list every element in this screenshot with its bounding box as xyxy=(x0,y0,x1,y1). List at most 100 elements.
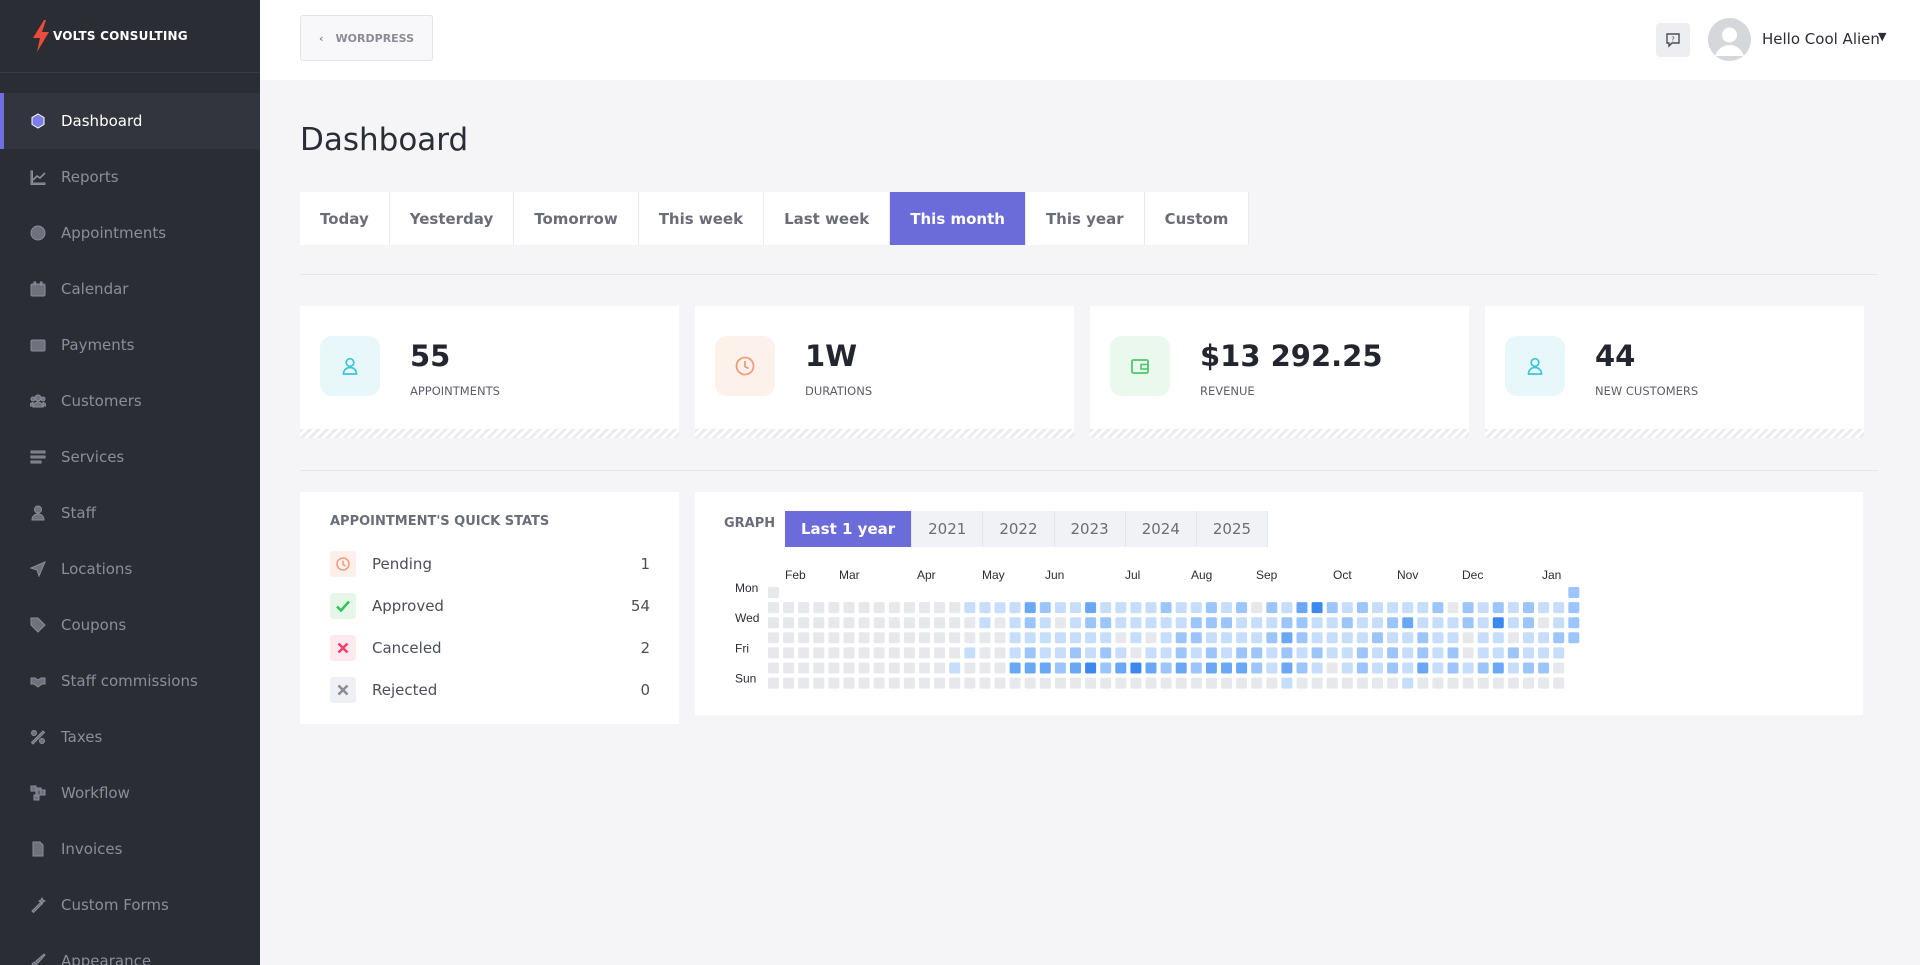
heatmap-cell[interactable] xyxy=(1175,602,1187,614)
sidebar-item-dashboard[interactable]: Dashboard xyxy=(0,93,260,149)
heatmap-cell[interactable] xyxy=(1492,662,1504,674)
heatmap-cell[interactable] xyxy=(1009,602,1021,614)
heatmap-cell[interactable] xyxy=(1205,647,1217,659)
heatmap-cell[interactable] xyxy=(1145,632,1157,644)
heatmap-cell[interactable] xyxy=(1477,617,1489,629)
sidebar-item-staff-commissions[interactable]: Staff commissions xyxy=(0,653,260,709)
heatmap-cell[interactable] xyxy=(919,662,930,674)
heatmap-cell[interactable] xyxy=(768,632,779,644)
heatmap-cell[interactable] xyxy=(1130,662,1142,674)
heatmap-cell[interactable] xyxy=(1523,602,1534,614)
heatmap-cell[interactable] xyxy=(1221,602,1232,614)
heatmap-cell[interactable] xyxy=(828,662,840,674)
heatmap-cell[interactable] xyxy=(813,617,825,629)
heatmap-cell[interactable] xyxy=(964,632,976,644)
heatmap-cell[interactable] xyxy=(1190,632,1202,644)
tab-custom[interactable]: Custom xyxy=(1145,192,1250,245)
heatmap-cell[interactable] xyxy=(873,632,885,644)
heatmap-cell[interactable] xyxy=(768,662,779,674)
heatmap-cell[interactable] xyxy=(1175,677,1187,689)
heatmap-cell[interactable] xyxy=(843,632,855,644)
brand-logo[interactable]: VOLTS CONSULTING xyxy=(0,0,260,73)
heatmap-cell[interactable] xyxy=(1251,602,1263,614)
heatmap-cell[interactable] xyxy=(1523,647,1534,659)
heatmap-cell[interactable] xyxy=(1160,617,1172,629)
heatmap-cell[interactable] xyxy=(1100,647,1112,659)
heatmap-cell[interactable] xyxy=(873,617,885,629)
year-tab-last-1-year[interactable]: Last 1 year xyxy=(785,511,913,547)
heatmap-cell[interactable] xyxy=(1115,662,1127,674)
heatmap-cell[interactable] xyxy=(949,617,961,629)
heatmap-cell[interactable] xyxy=(1236,602,1248,614)
heatmap-cell[interactable] xyxy=(919,632,930,644)
heatmap-cell[interactable] xyxy=(798,677,810,689)
heatmap-cell[interactable] xyxy=(1417,632,1429,644)
heatmap-cell[interactable] xyxy=(1251,632,1263,644)
heatmap-cell[interactable] xyxy=(1085,662,1097,674)
heatmap-cell[interactable] xyxy=(1538,677,1550,689)
heatmap-cell[interactable] xyxy=(798,617,810,629)
heatmap-cell[interactable] xyxy=(979,602,991,614)
heatmap-cell[interactable] xyxy=(1477,602,1489,614)
heatmap-cell[interactable] xyxy=(949,662,961,674)
sidebar-item-payments[interactable]: Payments xyxy=(0,317,260,373)
heatmap-cell[interactable] xyxy=(1492,602,1504,614)
heatmap-cell[interactable] xyxy=(1070,617,1081,629)
heatmap-cell[interactable] xyxy=(1432,662,1444,674)
heatmap-cell[interactable] xyxy=(1356,647,1368,659)
heatmap-cell[interactable] xyxy=(1492,647,1504,659)
heatmap-cell[interactable] xyxy=(768,587,779,598)
heatmap-cell[interactable] xyxy=(1372,617,1383,629)
heatmap-cell[interactable] xyxy=(1205,677,1217,689)
heatmap-cell[interactable] xyxy=(1553,632,1565,644)
heatmap-cell[interactable] xyxy=(1009,632,1021,644)
heatmap-cell[interactable] xyxy=(783,602,795,614)
heatmap-cell[interactable] xyxy=(843,602,855,614)
heatmap-cell[interactable] xyxy=(903,602,915,614)
heatmap-cell[interactable] xyxy=(1266,647,1278,659)
tab-this-year[interactable]: This year xyxy=(1026,192,1145,245)
heatmap-cell[interactable] xyxy=(1568,632,1580,644)
heatmap-cell[interactable] xyxy=(1477,632,1489,644)
heatmap-cell[interactable] xyxy=(888,617,900,629)
heatmap-cell[interactable] xyxy=(1190,602,1202,614)
heatmap-cell[interactable] xyxy=(1372,632,1383,644)
heatmap-cell[interactable] xyxy=(903,662,915,674)
heatmap-cell[interactable] xyxy=(1054,602,1066,614)
heatmap-cell[interactable] xyxy=(1356,677,1368,689)
heatmap-cell[interactable] xyxy=(1190,647,1202,659)
heatmap-cell[interactable] xyxy=(798,662,810,674)
heatmap-cell[interactable] xyxy=(1387,677,1399,689)
heatmap-cell[interactable] xyxy=(1462,602,1474,614)
heatmap-cell[interactable] xyxy=(1553,662,1565,674)
heatmap-cell[interactable] xyxy=(843,617,855,629)
heatmap-cell[interactable] xyxy=(1538,632,1550,644)
heatmap-cell[interactable] xyxy=(979,677,991,689)
heatmap-cell[interactable] xyxy=(873,602,885,614)
heatmap-cell[interactable] xyxy=(1296,617,1308,629)
heatmap-cell[interactable] xyxy=(1326,632,1338,644)
heatmap-cell[interactable] xyxy=(1417,602,1429,614)
heatmap-cell[interactable] xyxy=(919,602,930,614)
heatmap-cell[interactable] xyxy=(1236,632,1248,644)
heatmap-cell[interactable] xyxy=(1311,617,1323,629)
heatmap-cell[interactable] xyxy=(1477,662,1489,674)
heatmap-cell[interactable] xyxy=(1070,677,1081,689)
heatmap-cell[interactable] xyxy=(1205,632,1217,644)
heatmap-cell[interactable] xyxy=(1507,617,1519,629)
year-tab-2021[interactable]: 2021 xyxy=(912,511,984,547)
heatmap-cell[interactable] xyxy=(1266,662,1278,674)
heatmap-cell[interactable] xyxy=(1070,647,1081,659)
heatmap-cell[interactable] xyxy=(1009,677,1021,689)
heatmap-cell[interactable] xyxy=(1175,647,1187,659)
heatmap-cell[interactable] xyxy=(858,662,870,674)
heatmap-cell[interactable] xyxy=(1221,647,1232,659)
heatmap-cell[interactable] xyxy=(934,647,946,659)
heatmap-cell[interactable] xyxy=(1236,647,1248,659)
heatmap-cell[interactable] xyxy=(783,632,795,644)
heatmap-cell[interactable] xyxy=(1296,632,1308,644)
heatmap-cell[interactable] xyxy=(798,602,810,614)
heatmap-cell[interactable] xyxy=(813,662,825,674)
heatmap-cell[interactable] xyxy=(1311,647,1323,659)
heatmap-cell[interactable] xyxy=(919,617,930,629)
